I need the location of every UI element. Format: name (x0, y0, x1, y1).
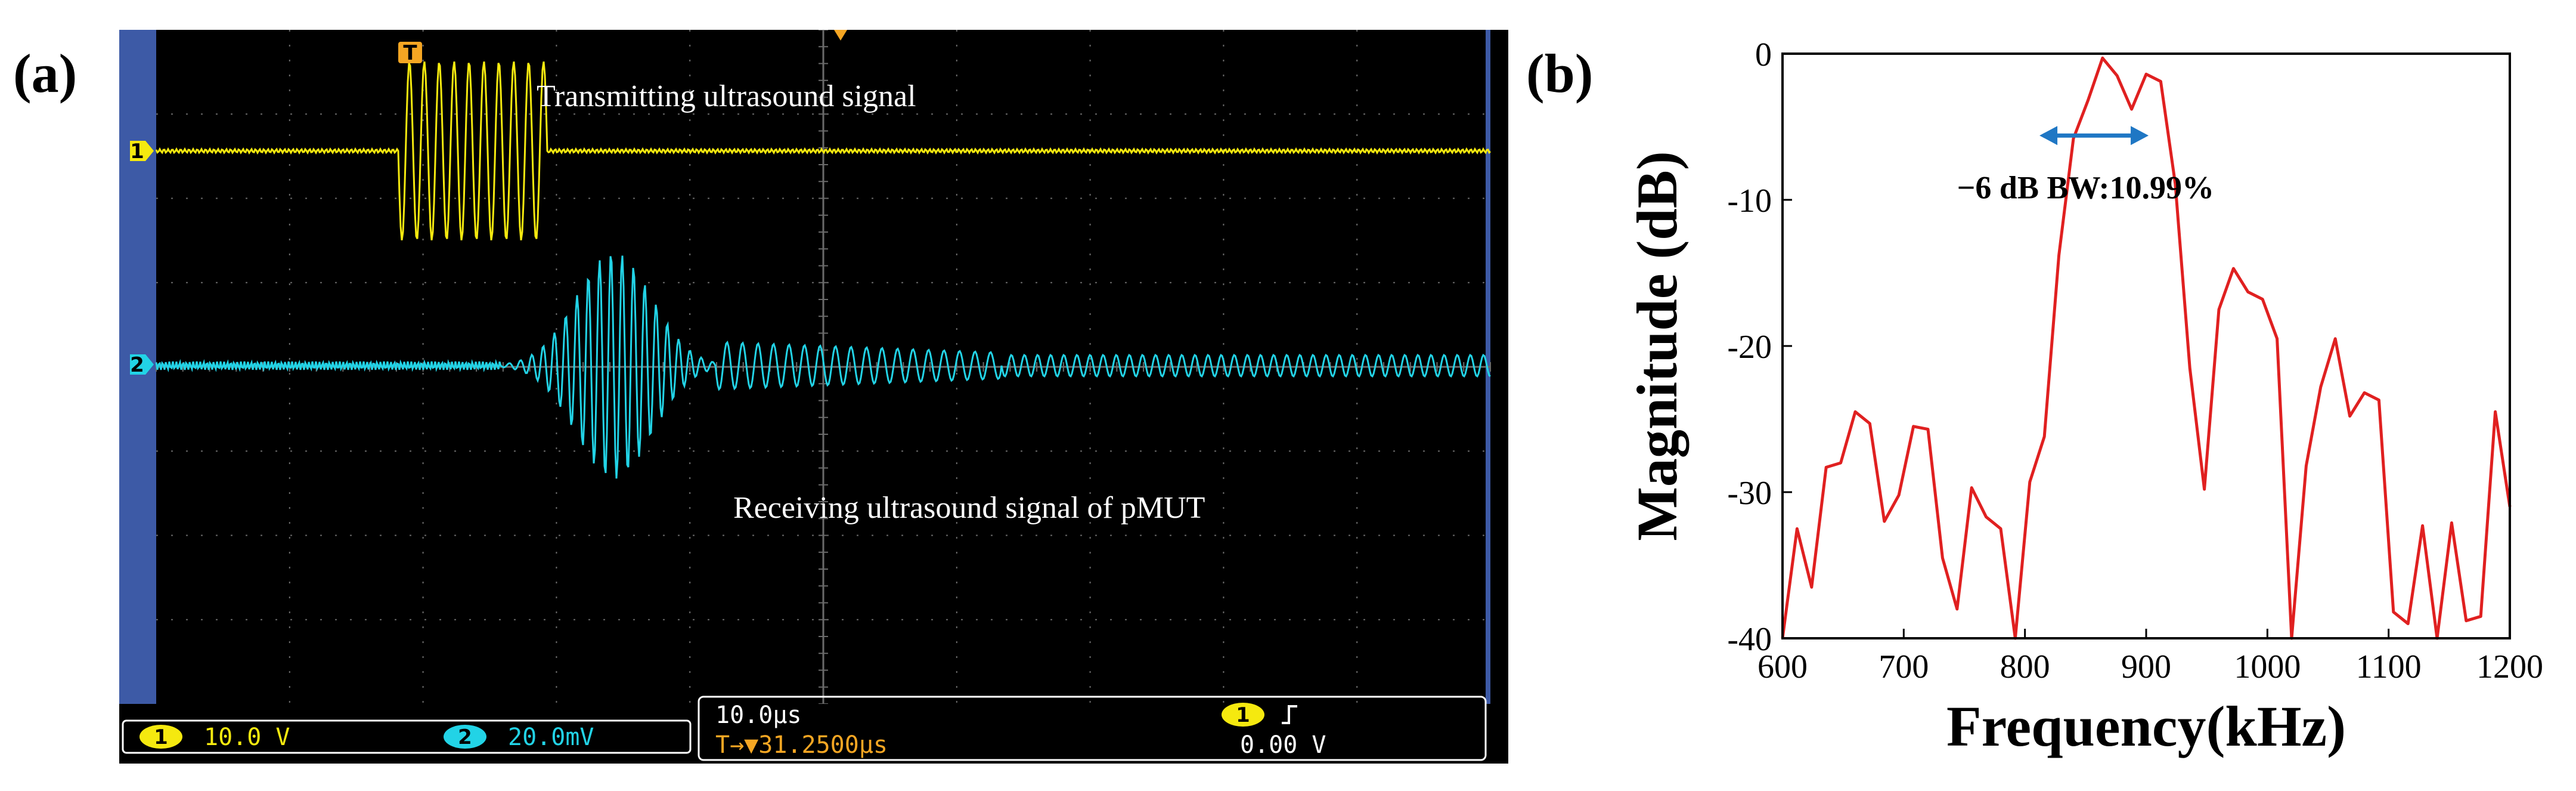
ch2-scale-badge (444, 725, 486, 749)
panel-label-a: (a) (13, 43, 78, 104)
trigger-channel-badge (1222, 703, 1264, 727)
trigger-t-text: T (403, 41, 417, 65)
transmit-annotation: Transmitting ultrasound signal (537, 79, 916, 113)
ch1-waveform (155, 61, 1491, 240)
ch2-marker-text: 2 (130, 353, 144, 377)
oscilloscope-display: T 1 2 Transmitting ultrasound signal Rec… (119, 30, 1508, 764)
ch2-scale: 20.0mV (508, 724, 594, 751)
x-tick-label: 1000 (2234, 648, 2301, 685)
ch1-ground-marker (130, 141, 154, 161)
x-tick-label: 900 (2121, 648, 2171, 685)
x-tick-label: 600 (1757, 648, 1808, 685)
trigger-position: T→▼31.2500µs (715, 731, 888, 759)
x-axis-title: Frequency(kHz) (1946, 694, 2346, 758)
bandwidth-arrow-right-head (2131, 126, 2149, 146)
ch1-marker-text: 1 (130, 140, 144, 163)
rising-edge-icon (1282, 705, 1297, 724)
oscilloscope-svg: T 1 2 Transmitting ultrasound signal Rec… (119, 30, 1508, 764)
trigger-level: 0.00 V (1240, 731, 1326, 759)
axes: 600 700 800 900 1000 1100 1200 0 -10 -20 -30 -40 (1727, 36, 2543, 685)
bandwidth-annotation: −6 dB BW:10.99% (1957, 170, 2214, 206)
x-tick-label: 1200 (2476, 648, 2543, 685)
ch1-scale-badge-text: 1 (154, 725, 168, 749)
y-tick-label: -20 (1727, 329, 1772, 366)
trigger-top-marker (834, 30, 847, 41)
panel-label-b: (b) (1526, 43, 1594, 104)
vertical-scale-box (122, 719, 692, 754)
plot-frame (1781, 52, 2511, 639)
scope-status-bar: 1 10.0 V 2 20.0mV 10.0µs T→▼31.2500µs 1 … (119, 696, 1508, 764)
plot-area (1781, 56, 2512, 640)
ch2-waveform (155, 255, 1491, 479)
x-tick-label: 700 (1878, 648, 1929, 685)
spectrum-svg: 600 700 800 900 1000 1100 1200 0 -10 -20 -30 -40 Fr… (1625, 36, 2543, 758)
y-tick-label: -10 (1727, 183, 1772, 220)
bandwidth-arrow-left-head (2039, 126, 2058, 146)
spectrum-chart: 600 700 800 900 1000 1100 1200 0 -10 -20 -30 -40 Fr… (1610, 18, 2563, 788)
y-tick-label: -40 (1727, 621, 1772, 658)
scope-waveforms (155, 61, 1491, 479)
receive-annotation: Receiving ultrasound signal of pMUT (733, 491, 1205, 525)
timebase-box (698, 696, 1487, 761)
ch2-ground-marker (130, 354, 154, 375)
y-tick-label: -30 (1727, 475, 1772, 512)
y-tick-label: 0 (1755, 36, 1772, 73)
y-axis-title: Magnitude (dB) (1625, 151, 1689, 540)
x-tick-label: 1100 (2356, 648, 2422, 685)
ch2-scale-badge-text: 2 (458, 725, 472, 749)
trigger-t-badge (398, 42, 422, 63)
ch1-scale: 10.0 V (204, 724, 290, 751)
spectrum-line (1781, 56, 2512, 640)
trigger-channel-text: 1 (1236, 703, 1250, 727)
timebase-value: 10.0µs (715, 702, 802, 729)
ch1-scale-badge (140, 725, 182, 749)
x-tick-label: 800 (2000, 648, 2050, 685)
